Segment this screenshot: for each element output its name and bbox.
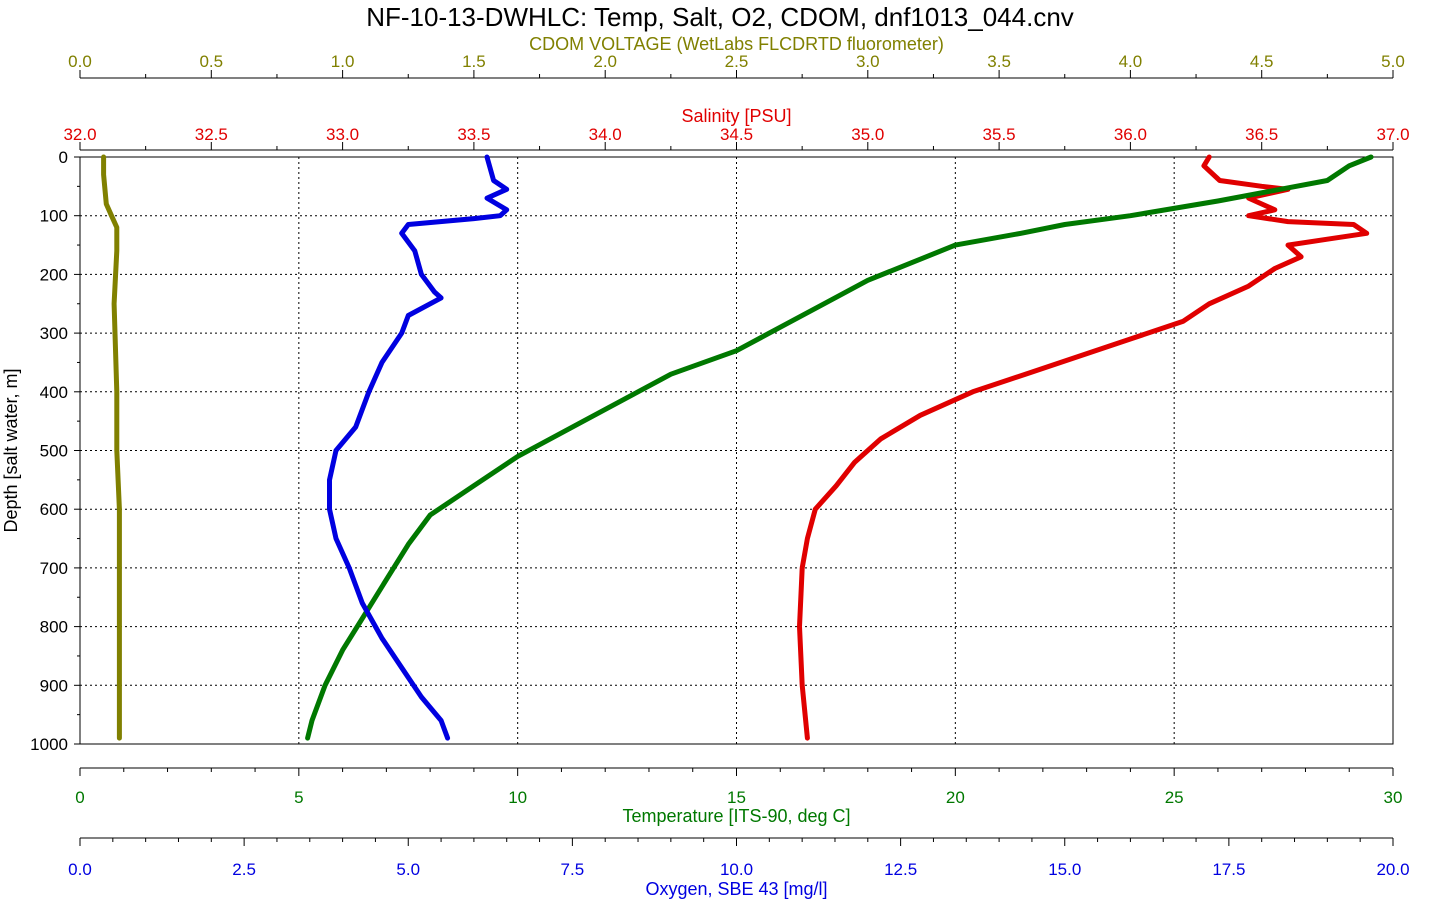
salinity-axis-label: Salinity [PSU]	[681, 106, 791, 126]
temperature-profile-line	[305, 154, 1374, 741]
cdom-tick-label: 0.0	[68, 52, 92, 71]
temperature-axis-label: Temperature [ITS-90, deg C]	[622, 806, 850, 826]
oxygen-tick-label: 7.5	[561, 860, 585, 879]
oxygen-tick-label: 2.5	[232, 860, 256, 879]
oxygen-axis-label: Oxygen, SBE 43 [mg/l]	[645, 879, 827, 899]
cdom-profile-line	[101, 154, 122, 741]
salinity-tick-label: 36.5	[1245, 125, 1278, 144]
salinity-tick-label: 33.0	[326, 125, 359, 144]
temperature-tick-label: 20	[946, 788, 965, 807]
y-axis-label: Depth [salt water, m]	[1, 368, 21, 532]
cdom-tick-label: 1.5	[462, 52, 486, 71]
y-tick-label: 200	[40, 265, 68, 284]
y-tick-label: 600	[40, 500, 68, 519]
oxygen-tick-label: 15.0	[1048, 860, 1081, 879]
temperature-tick-label: 0	[75, 788, 84, 807]
y-tick-label: 800	[40, 618, 68, 637]
oxygen-tick-label: 0.0	[68, 860, 92, 879]
cdom-tick-label: 5.0	[1381, 52, 1405, 71]
y-tick-label: 100	[40, 207, 68, 226]
temperature-tick-label: 5	[294, 788, 303, 807]
y-tick-label: 1000	[30, 735, 68, 754]
cdom-tick-label: 2.0	[593, 52, 617, 71]
y-tick-label: 500	[40, 442, 68, 461]
salinity-tick-label: 37.0	[1376, 125, 1409, 144]
y-tick-label: 0	[59, 148, 68, 167]
salinity-tick-label: 32.5	[195, 125, 228, 144]
salinity-tick-label: 36.0	[1114, 125, 1147, 144]
salinity-tick-label: 34.0	[589, 125, 622, 144]
cdom-tick-label: 0.5	[199, 52, 223, 71]
salinity-tick-label: 35.5	[983, 125, 1016, 144]
temperature-tick-label: 15	[727, 788, 746, 807]
salinity-tick-label: 34.5	[720, 125, 753, 144]
cdom-tick-label: 4.5	[1250, 52, 1274, 71]
oxygen-tick-label: 20.0	[1376, 860, 1409, 879]
cdom-tick-label: 3.5	[987, 52, 1011, 71]
oxygen-tick-label: 17.5	[1212, 860, 1245, 879]
temperature-tick-label: 30	[1384, 788, 1403, 807]
temperature-tick-label: 10	[508, 788, 527, 807]
temperature-tick-label: 25	[1165, 788, 1184, 807]
oxygen-tick-label: 5.0	[396, 860, 420, 879]
cdom-tick-label: 3.0	[856, 52, 880, 71]
y-tick-label: 900	[40, 676, 68, 695]
oxygen-tick-label: 12.5	[884, 860, 917, 879]
salinity-tick-label: 35.0	[851, 125, 884, 144]
salinity-profile-line	[797, 154, 1370, 741]
y-tick-label: 700	[40, 559, 68, 578]
cdom-tick-label: 2.5	[725, 52, 749, 71]
cdom-tick-label: 1.0	[331, 52, 355, 71]
salinity-tick-label: 33.5	[457, 125, 490, 144]
salinity-tick-label: 32.0	[63, 125, 96, 144]
cdom-axis-label: CDOM VOLTAGE (WetLabs FLCDRTD fluoromete…	[529, 34, 944, 54]
oxygen-tick-label: 10.0	[720, 860, 753, 879]
y-tick-label: 300	[40, 324, 68, 343]
y-tick-label: 400	[40, 383, 68, 402]
cdom-tick-label: 4.0	[1119, 52, 1143, 71]
chart-title: NF-10-13-DWHLC: Temp, Salt, O2, CDOM, dn…	[366, 2, 1074, 32]
oxygen-profile-line	[327, 154, 510, 741]
